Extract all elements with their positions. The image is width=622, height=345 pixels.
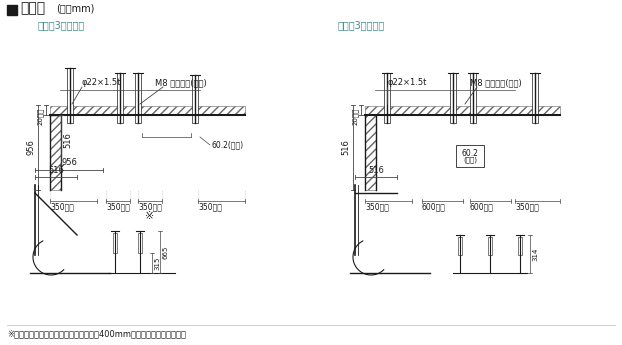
Text: 350以上: 350以上	[106, 202, 130, 211]
Text: 段差式3台の場合: 段差式3台の場合	[38, 20, 85, 30]
Text: 60.2: 60.2	[462, 149, 478, 158]
Text: 350以上: 350以上	[365, 202, 389, 211]
Text: M8 アンカー(別途): M8 アンカー(別途)	[470, 78, 522, 87]
Bar	[532, 73, 538, 123]
Bar	[192, 75, 198, 123]
Text: 据付図: 据付図	[20, 1, 45, 15]
Text: ※: ※	[146, 211, 155, 221]
Bar	[365, 115, 376, 190]
Bar	[488, 237, 492, 255]
Text: 350以上: 350以上	[50, 202, 74, 211]
Bar	[117, 73, 123, 123]
Bar	[138, 233, 142, 253]
Text: 956: 956	[26, 140, 35, 156]
Text: 600以上: 600以上	[470, 202, 494, 211]
Text: φ22×1.5t: φ22×1.5t	[387, 78, 426, 87]
Text: 516: 516	[341, 140, 350, 156]
Bar	[113, 233, 117, 253]
Bar	[456, 145, 484, 167]
Bar	[135, 73, 141, 123]
Bar	[458, 237, 462, 255]
Text: 516: 516	[368, 166, 384, 175]
Text: M8 アンカー(別途): M8 アンカー(別途)	[155, 78, 207, 87]
Text: 20以上: 20以上	[353, 108, 359, 125]
Text: 350以上: 350以上	[138, 202, 162, 211]
Text: 60.2(内寸): 60.2(内寸)	[212, 140, 244, 149]
Bar	[365, 106, 560, 115]
Text: 平置式3台の場合: 平置式3台の場合	[338, 20, 385, 30]
Text: (単位mm): (単位mm)	[56, 3, 95, 13]
Bar	[67, 68, 73, 123]
Text: 350以上: 350以上	[515, 202, 539, 211]
Text: 350以上: 350以上	[198, 202, 222, 211]
Bar	[50, 106, 245, 115]
Text: 20以上: 20以上	[37, 108, 44, 125]
Text: 516: 516	[63, 132, 72, 148]
Text: ※カゴ付き自転車の場合は、取付ピッチ400mm以上をおすすめします。: ※カゴ付き自転車の場合は、取付ピッチ400mm以上をおすすめします。	[7, 329, 186, 338]
Text: φ22×1.5t: φ22×1.5t	[82, 78, 121, 87]
Text: 315: 315	[154, 256, 160, 270]
Text: 956: 956	[61, 158, 77, 167]
Text: 600以上: 600以上	[422, 202, 446, 211]
Text: 516: 516	[48, 166, 64, 175]
Text: 665: 665	[162, 245, 168, 259]
Text: (内寸): (内寸)	[463, 157, 477, 163]
Bar	[50, 115, 61, 190]
Bar	[450, 73, 456, 123]
Text: 314: 314	[532, 247, 538, 261]
Bar	[384, 73, 390, 123]
Bar	[7, 5, 17, 15]
Bar	[470, 73, 476, 123]
Bar	[518, 237, 522, 255]
